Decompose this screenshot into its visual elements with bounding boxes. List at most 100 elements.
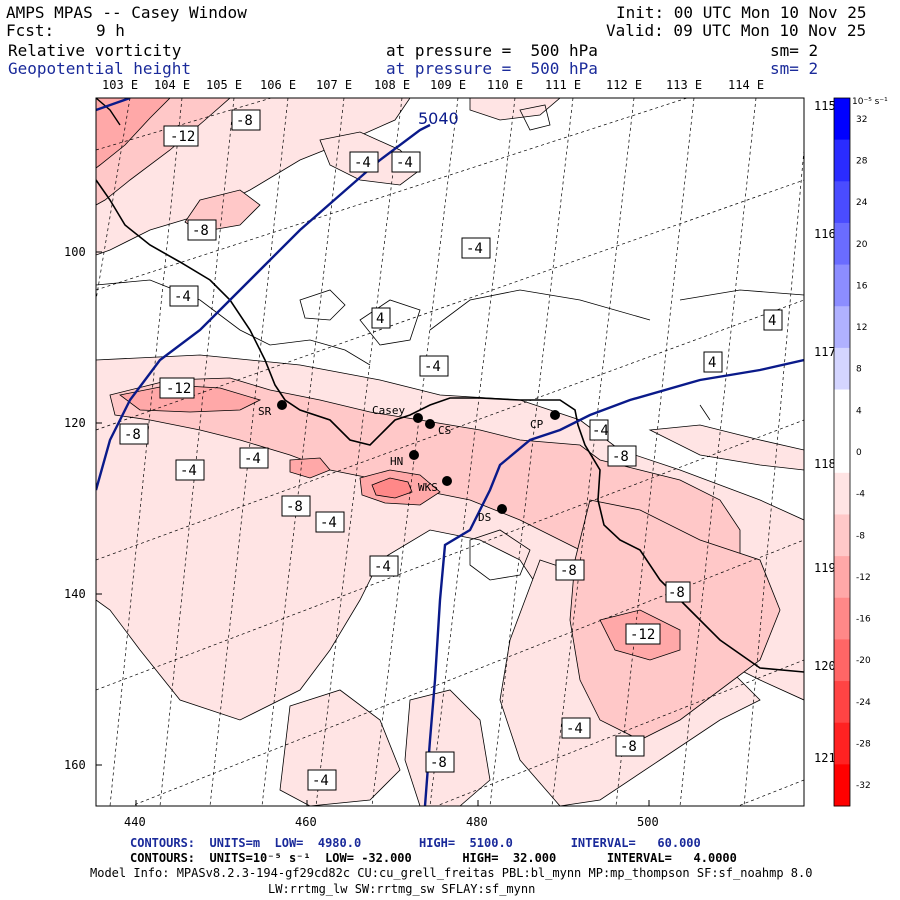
lon-label-top: 108 E (374, 78, 411, 92)
contour-label: -8 (192, 223, 209, 239)
station-label: Casey (372, 404, 405, 417)
colorbar-label: 12 (856, 323, 867, 333)
station-label: SR (258, 405, 272, 418)
colorbar-label: 24 (856, 198, 868, 208)
colorbar-label: 0 (856, 448, 862, 458)
contour-label-box: -4 (307, 769, 337, 791)
colorbar-cell (834, 347, 850, 391)
field2-name: Geopotential height (8, 59, 192, 78)
colorbar-cell (834, 764, 850, 807)
colorbar-cell (834, 681, 850, 724)
colorbar-cell (834, 556, 850, 599)
x-tick-label: 480 (466, 815, 488, 829)
contour-labels: -12 -8 -4 -4 -4 -8 -4 4 -4 4 -12 -8 -4 -… (119, 109, 783, 791)
contour-label-box: -8 (555, 559, 585, 581)
contour-label-box: -8 (231, 109, 261, 131)
station-marker (497, 504, 507, 514)
contour-label-box: 4 (371, 307, 391, 329)
vorticity-contours-positive (96, 104, 804, 581)
footer-contours-vorticity: CONTOURS: UNITS=10⁻⁵ s⁻¹ LOW= -32.000 HI… (130, 851, 737, 865)
lon-label-top: 114 E (728, 78, 765, 92)
y-axis: 100 120 140 160 (64, 245, 102, 772)
contour-label: -4 (180, 463, 197, 479)
contour-label: 4 (768, 313, 776, 329)
contour-label-box: -4 (419, 355, 449, 377)
contour-label: -4 (320, 515, 337, 531)
contour-label-box: -8 (281, 495, 311, 517)
contour-label-box: -8 (607, 445, 637, 467)
contour-label: 4 (376, 311, 384, 327)
contour-label-box: -8 (187, 219, 217, 241)
y-tick-label: 140 (64, 587, 86, 601)
contour-label: -8 (620, 739, 637, 755)
colorbar-label: -8 (856, 531, 865, 541)
vorticity-fill-minus16 (371, 477, 413, 499)
contour-label-box: -12 (625, 623, 661, 645)
colorbar-cell (834, 389, 850, 432)
station-marker (442, 476, 452, 486)
contour-label: -4 (396, 155, 413, 171)
contour-label: -8 (236, 113, 253, 129)
init-time: Init: 00 UTC Mon 10 Nov 25 (616, 3, 867, 22)
lon-label-top: 111 E (545, 78, 582, 92)
contour-label-box: -8 (119, 423, 149, 445)
footer-contours-height: CONTOURS: UNITS=m LOW= 4980.0 HIGH= 5100… (130, 836, 701, 850)
contour-label-box: 4 (703, 351, 723, 373)
footer-model-physics: LW:rrtmg_lw SW:rrtmg_sw SFLAY:sf_mynn (268, 882, 536, 896)
geopotential-contours (96, 98, 804, 806)
station-label: DS (478, 511, 491, 524)
contour-label-box: -8 (615, 735, 645, 757)
colorbar-label: 4 (856, 406, 862, 416)
colorbar-label: 16 (856, 281, 868, 291)
contour-label: -8 (430, 755, 447, 771)
contour-label: 4 (708, 355, 716, 371)
colorbar-cell (834, 722, 850, 765)
contour-label-box: -4 (169, 285, 199, 307)
colorbar-label: -4 (856, 490, 865, 500)
coastline (96, 179, 804, 673)
station-marker (550, 410, 560, 420)
lon-label-top: 105 E (206, 78, 243, 92)
contour-label: -4 (592, 423, 609, 439)
colorbar-label: 32 (856, 115, 867, 125)
contour-label-box: -8 (665, 581, 691, 603)
contour-label: -4 (244, 451, 261, 467)
colorbar-label: 8 (856, 365, 862, 375)
contour-label-box: -4 (239, 447, 269, 469)
contour-label-box: -12 (159, 377, 195, 399)
colorbar-label: -32 (856, 781, 871, 791)
contour-label: -8 (560, 563, 577, 579)
contour-label-box: -4 (369, 555, 399, 577)
contour-label-box: -4 (391, 151, 421, 173)
contour-label-box: -4 (315, 511, 345, 533)
colorbar-cell (834, 139, 850, 182)
colorbar-cell (834, 222, 850, 266)
contour-label: -4 (374, 559, 391, 575)
contour-label-box: -8 (425, 751, 455, 773)
map-plot-area: -12 -8 -4 -4 -4 -8 -4 4 -4 4 -12 -8 -4 -… (96, 98, 804, 806)
field1-name: Relative vorticity (8, 41, 182, 60)
forecast-hour: 9 h (96, 21, 125, 40)
y-tick-label: 120 (64, 416, 86, 430)
stations: SR Casey CS CP HN WKS DS (258, 400, 560, 524)
colorbar-cell (834, 597, 850, 640)
contour-label: -8 (124, 427, 141, 443)
lon-label-top: 112 E (606, 78, 643, 92)
coastline (96, 98, 121, 126)
colorbar-label: -28 (856, 740, 871, 750)
station-marker (425, 419, 435, 429)
lon-label-top: 110 E (487, 78, 524, 92)
contour-label: -4 (424, 359, 441, 375)
colorbar-label: 20 (856, 240, 868, 250)
colorbar-label: -24 (856, 698, 871, 708)
contour-label: -12 (630, 627, 655, 643)
station-label: WKS (418, 481, 438, 494)
colorbar-label: -16 (856, 615, 871, 625)
contour-label: -12 (166, 381, 191, 397)
chart-title: AMPS MPAS -- Casey Window (6, 3, 247, 22)
field1-level: at pressure = 500 hPa (386, 41, 598, 60)
colorbar-label: 28 (856, 156, 868, 166)
contour-label: -4 (566, 721, 583, 737)
lon-label-top: 109 E (430, 78, 467, 92)
contour-label-box: -4 (589, 419, 609, 441)
